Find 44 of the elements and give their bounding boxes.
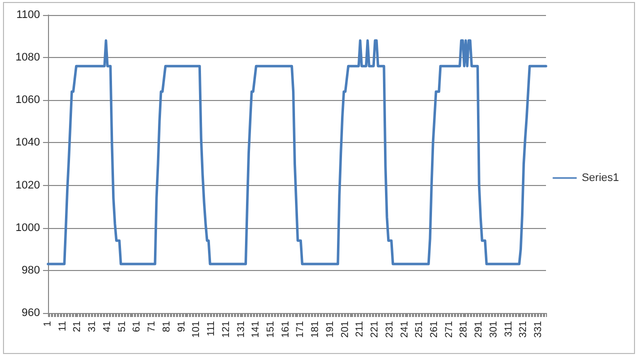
x-tick-label: 201 bbox=[340, 320, 351, 338]
x-tick-label: 11 bbox=[57, 320, 68, 332]
x-tick-label: 101 bbox=[191, 320, 202, 338]
x-tick-label: 241 bbox=[399, 320, 410, 338]
x-tick-label: 141 bbox=[250, 320, 262, 338]
line-series bbox=[46, 39, 548, 266]
x-tick-label: 71 bbox=[146, 320, 158, 332]
x-tick-label: 301 bbox=[488, 320, 500, 338]
x-tick-label: 171 bbox=[295, 320, 306, 338]
x-tick-label: 211 bbox=[354, 320, 366, 337]
x-tick-label: 151 bbox=[265, 320, 276, 338]
x-tick-label: 291 bbox=[474, 320, 485, 338]
x-tick-label: 111 bbox=[206, 320, 218, 336]
x-tick-label: 121 bbox=[220, 320, 232, 338]
x-tick-label: 51 bbox=[116, 320, 128, 332]
x-tick-label: 21 bbox=[72, 320, 84, 332]
x-tick-label: 31 bbox=[87, 320, 98, 332]
x-tick-label: 281 bbox=[458, 320, 470, 338]
x-tick-label: 231 bbox=[384, 320, 396, 338]
y-tick-label: 1000 bbox=[16, 222, 40, 234]
x-tick-label: 41 bbox=[102, 320, 113, 332]
y-tick-label: 1060 bbox=[16, 94, 40, 106]
legend-label: Series1 bbox=[582, 172, 619, 184]
x-tick-label: 191 bbox=[324, 320, 336, 338]
x-tick-label: 61 bbox=[132, 320, 143, 332]
x-tick-label: 311 bbox=[503, 320, 514, 337]
y-tick-label: 980 bbox=[22, 264, 40, 276]
x-tick-label: 181 bbox=[310, 320, 322, 338]
x-tick-label: 91 bbox=[176, 320, 188, 332]
y-tick-label: 1040 bbox=[16, 136, 40, 149]
x-tick-label: 221 bbox=[370, 320, 381, 338]
x-tick-label: 261 bbox=[429, 320, 440, 338]
y-tick-label: 1080 bbox=[16, 52, 40, 64]
x-tick-label: 161 bbox=[280, 320, 292, 338]
x-tick-label: 81 bbox=[161, 320, 172, 332]
x-tick-label: 321 bbox=[518, 320, 530, 338]
y-tick-label: 960 bbox=[22, 307, 40, 319]
x-tick-label: 271 bbox=[444, 320, 455, 338]
y-tick-label: 1020 bbox=[16, 179, 40, 192]
x-tick-label: 331 bbox=[533, 320, 544, 338]
y-tick-label: 1100 bbox=[16, 9, 40, 21]
x-tick-label: 251 bbox=[414, 320, 426, 338]
x-tick-label: 131 bbox=[236, 320, 247, 338]
x-tick-label: 1 bbox=[42, 320, 54, 327]
